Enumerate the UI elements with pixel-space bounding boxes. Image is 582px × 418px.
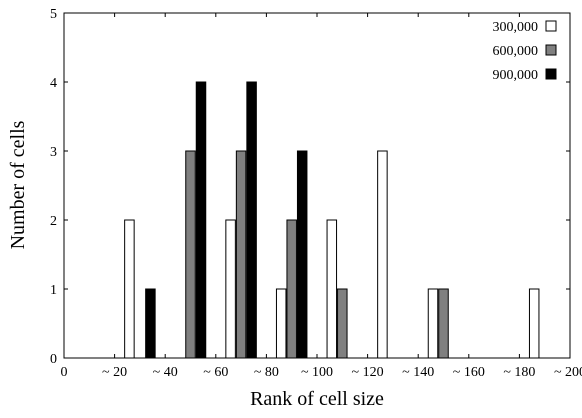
x-tick-label: ~ 20 bbox=[102, 365, 127, 380]
y-tick-label: 4 bbox=[50, 76, 57, 91]
bar bbox=[247, 82, 257, 358]
bar bbox=[146, 289, 156, 358]
legend-label: 600,000 bbox=[493, 44, 539, 59]
x-tick-label: ~ 160 bbox=[453, 365, 485, 380]
bar bbox=[125, 220, 134, 358]
legend-swatch bbox=[546, 21, 556, 31]
x-tick-label: ~ 180 bbox=[503, 365, 535, 380]
y-tick-label: 0 bbox=[50, 352, 57, 367]
x-tick-label: ~ 120 bbox=[352, 365, 384, 380]
bar bbox=[529, 289, 539, 358]
y-tick-label: 1 bbox=[50, 283, 57, 298]
y-tick-label: 5 bbox=[50, 7, 57, 22]
bar bbox=[196, 82, 206, 358]
legend-swatch bbox=[546, 45, 556, 55]
axis-ticks bbox=[64, 13, 570, 358]
legend-swatch bbox=[546, 69, 556, 79]
legend: 300,000 600,000 900,000 bbox=[493, 20, 557, 83]
bar bbox=[186, 151, 196, 358]
y-tick-labels: 0 1 2 3 4 5 bbox=[50, 7, 57, 367]
x-tick-label: ~ 40 bbox=[153, 365, 178, 380]
y-axis-title: Number of cells bbox=[7, 120, 29, 249]
bar bbox=[378, 151, 388, 358]
y-tick-label: 3 bbox=[50, 145, 57, 160]
bar bbox=[287, 220, 297, 358]
legend-label: 900,000 bbox=[493, 68, 539, 83]
bar bbox=[327, 220, 337, 358]
x-tick-label: ~ 200 bbox=[554, 365, 582, 380]
x-tick-label: ~ 140 bbox=[402, 365, 434, 380]
x-tick-label: 0 bbox=[61, 365, 68, 380]
bar bbox=[276, 289, 286, 358]
bars bbox=[74, 82, 560, 358]
bar bbox=[338, 289, 348, 358]
plot-frame bbox=[64, 13, 570, 358]
bar bbox=[236, 151, 246, 358]
x-tick-labels: 0 ~ 20 ~ 40 ~ 60 ~ 80 ~ 100 ~ 120 ~ 140 ~ 160 ~ 1… bbox=[61, 365, 582, 380]
x-tick-label: ~ 80 bbox=[254, 365, 279, 380]
x-tick-label: ~ 60 bbox=[203, 365, 228, 380]
bar bbox=[439, 289, 449, 358]
x-axis-title: Rank of cell size bbox=[250, 388, 384, 410]
y-tick-label: 2 bbox=[50, 214, 57, 229]
bar bbox=[297, 151, 307, 358]
bar bbox=[428, 289, 438, 358]
x-tick-label: ~ 100 bbox=[301, 365, 333, 380]
legend-label: 300,000 bbox=[493, 20, 539, 35]
bar bbox=[226, 220, 236, 358]
